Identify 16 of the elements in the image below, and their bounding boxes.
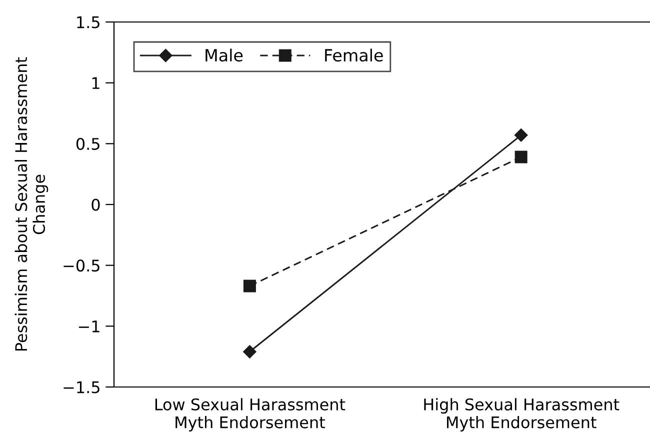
y-tick-label: 0.5 <box>76 138 100 150</box>
legend-label: Female <box>325 48 383 62</box>
point <box>243 280 256 292</box>
y-tick-label: −1.5 <box>64 381 100 394</box>
x-tick-label: Low Sexual Harassment Myth Endorsement <box>155 398 346 432</box>
point <box>243 345 256 358</box>
y-tick-label: −0.5 <box>64 260 100 272</box>
y-axis-title: Pessimism about Sexual Harassment Change <box>14 57 48 351</box>
y-tick-label: −1 <box>78 320 100 332</box>
point <box>514 150 528 164</box>
y-tick-label: 1.5 <box>77 16 100 28</box>
legend-label: Male <box>206 48 243 62</box>
point <box>514 128 528 142</box>
x-tick-label: High Sexual Harassment Myth Endorsement <box>424 398 620 432</box>
y-tick-label: 1 <box>92 77 100 89</box>
y-tick-label: 0 <box>92 198 100 211</box>
